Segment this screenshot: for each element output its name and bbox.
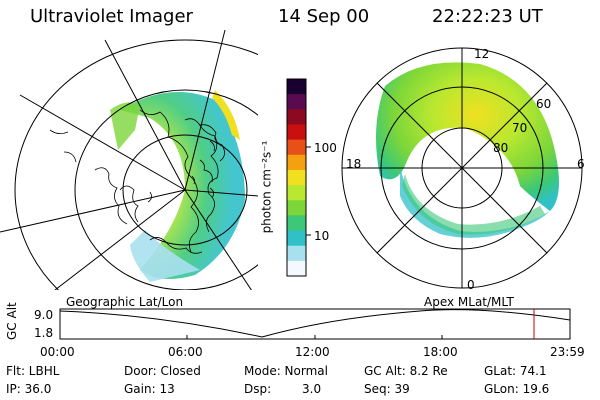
colorbar-band xyxy=(287,139,306,156)
altitude-ylabel: GC Alt xyxy=(5,302,19,340)
altitude-xtick: 12:00 xyxy=(295,345,330,359)
glat-info: GLat: 74.1 xyxy=(484,364,547,378)
altitude-xtick: 06:00 xyxy=(168,345,203,359)
mlt-label-0: 0 xyxy=(467,278,475,292)
colorbar-band xyxy=(287,215,306,232)
mlt-label-12: 12 xyxy=(474,47,490,61)
colorbar-band xyxy=(287,94,306,110)
dsp-label: Dsp: xyxy=(244,382,272,396)
mlat-label-70: 70 xyxy=(512,121,528,135)
door-info: Door: Closed xyxy=(124,364,201,378)
emission-region xyxy=(120,92,245,279)
colorbar-band xyxy=(287,245,306,262)
glon-info: GLon: 19.6 xyxy=(484,382,550,396)
auroral-oval xyxy=(376,62,559,211)
colorbar-band xyxy=(287,260,306,277)
altitude-ytick-top: 9.0 xyxy=(34,308,54,322)
filter-info: Flt: LBHL xyxy=(6,364,60,378)
altitude-xtick: 18:00 xyxy=(423,345,458,359)
altitude-xtick: 23:59 xyxy=(550,345,585,359)
mlat-label-80: 80 xyxy=(493,141,509,155)
gain-info: Gain: 13 xyxy=(124,382,175,396)
observation-date: 14 Sep 00 xyxy=(278,6,370,27)
colorbar-band xyxy=(287,185,306,201)
instrument-title: Ultraviolet Imager xyxy=(30,6,193,27)
ip-info: IP: 36.0 xyxy=(6,382,52,396)
mode-info: Mode: Normal xyxy=(244,364,328,378)
mlt-label-18: 18 xyxy=(346,157,362,171)
apex-label: Apex MLat/MLT xyxy=(424,295,514,309)
coastline xyxy=(49,109,225,254)
dsp-value: 3.0 xyxy=(302,382,322,396)
mlt-label-6: 6 xyxy=(577,157,585,171)
colorbar-band xyxy=(287,200,306,216)
colorbar-band xyxy=(287,109,306,125)
geographic-projection xyxy=(0,30,258,290)
altitude-ytick-bottom: 1.8 xyxy=(34,326,54,340)
colorbar-band xyxy=(287,124,306,141)
seq-info: Seq: 39 xyxy=(364,382,410,396)
mlat-label-60: 60 xyxy=(536,97,552,111)
altitude-curve xyxy=(59,309,571,338)
colorbar-band xyxy=(287,154,306,171)
gc-alt-info: GC Alt: 8.2 Re xyxy=(364,364,448,378)
colorbar-band xyxy=(287,79,306,95)
observation-time: 22:22:23 UT xyxy=(432,6,543,27)
colorbar-unit-label: photon cm⁻²s⁻¹ xyxy=(259,140,274,234)
colorbar-band xyxy=(287,230,306,247)
colorbar-tick-100: 100 xyxy=(314,141,337,155)
intensity-colorbar xyxy=(286,78,311,277)
geographic-label: Geographic Lat/Lon xyxy=(66,295,184,309)
colorbar-tick-10: 10 xyxy=(314,229,330,243)
magnetic-polar-plot xyxy=(341,47,583,289)
colorbar-band xyxy=(287,169,306,186)
altitude-xtick: 00:00 xyxy=(40,345,75,359)
altitude-plot xyxy=(59,308,571,340)
